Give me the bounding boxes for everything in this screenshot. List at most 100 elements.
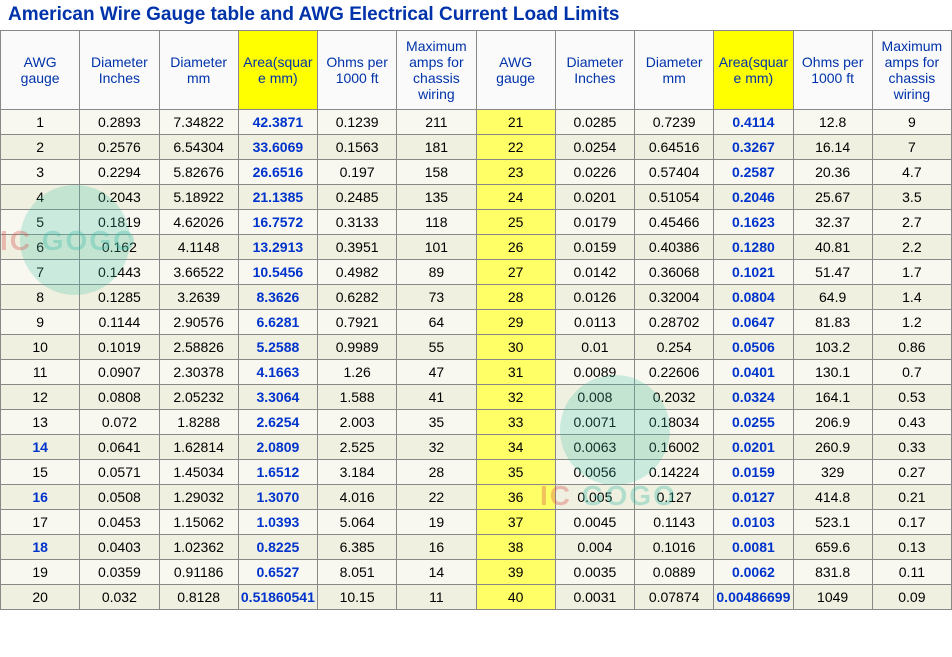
table-cell: 659.6 — [793, 535, 872, 560]
column-header: Diameter mm — [635, 31, 714, 110]
table-cell: 5 — [1, 210, 80, 235]
column-header: Maximum amps for chassis wiring — [872, 31, 951, 110]
table-cell: 1.6512 — [238, 460, 317, 485]
table-cell: 0.6527 — [238, 560, 317, 585]
table-cell: 2.90576 — [159, 310, 238, 335]
table-cell: 0.18034 — [635, 410, 714, 435]
table-cell: 211 — [397, 110, 476, 135]
table-cell: 101 — [397, 235, 476, 260]
table-cell: 0.0254 — [555, 135, 634, 160]
table-row: 150.05711.450341.65123.18428350.00560.14… — [1, 460, 952, 485]
column-header: Area(square mm) — [238, 31, 317, 110]
table-cell: 0.1021 — [714, 260, 793, 285]
table-cell: 42.3871 — [238, 110, 317, 135]
table-cell: 28 — [397, 460, 476, 485]
table-cell: 0.005 — [555, 485, 634, 510]
table-cell: 0.0089 — [555, 360, 634, 385]
table-cell: 12.8 — [793, 110, 872, 135]
table-cell: 10.15 — [318, 585, 397, 610]
table-cell: 13.2913 — [238, 235, 317, 260]
table-row: 40.20435.1892221.13850.2485135240.02010.… — [1, 185, 952, 210]
table-cell: 2.2 — [872, 235, 951, 260]
table-cell: 0.0035 — [555, 560, 634, 585]
table-cell: 0.0126 — [555, 285, 634, 310]
table-cell: 2.0809 — [238, 435, 317, 460]
table-row: 200.0320.81280.5186054110.1511400.00310.… — [1, 585, 952, 610]
table-cell: 0.53 — [872, 385, 951, 410]
table-cell: 7 — [1, 260, 80, 285]
table-cell: 0.1819 — [80, 210, 159, 235]
table-cell: 0.13 — [872, 535, 951, 560]
table-cell: 0.9989 — [318, 335, 397, 360]
table-cell: 0.1280 — [714, 235, 793, 260]
table-cell: 6.385 — [318, 535, 397, 560]
table-cell: 7.34822 — [159, 110, 238, 135]
table-row: 140.06411.628142.08092.52532340.00630.16… — [1, 435, 952, 460]
table-cell: 0.0159 — [714, 460, 793, 485]
table-cell: 41 — [397, 385, 476, 410]
table-cell: 11 — [397, 585, 476, 610]
table-cell: 26 — [476, 235, 555, 260]
table-cell: 0.0159 — [555, 235, 634, 260]
table-cell: 16 — [397, 535, 476, 560]
table-cell: 4.1148 — [159, 235, 238, 260]
table-cell: 0.36068 — [635, 260, 714, 285]
table-cell: 0.2587 — [714, 160, 793, 185]
table-cell: 3.5 — [872, 185, 951, 210]
table-cell: 36 — [476, 485, 555, 510]
table-cell: 181 — [397, 135, 476, 160]
table-cell: 0.14224 — [635, 460, 714, 485]
table-cell: 0.22606 — [635, 360, 714, 385]
table-cell: 1.3070 — [238, 485, 317, 510]
table-cell: 0.07874 — [635, 585, 714, 610]
table-cell: 89 — [397, 260, 476, 285]
table-cell: 32 — [397, 435, 476, 460]
table-cell: 40.81 — [793, 235, 872, 260]
table-cell: 135 — [397, 185, 476, 210]
table-row: 120.08082.052323.30641.58841320.0080.203… — [1, 385, 952, 410]
table-cell: 0.0179 — [555, 210, 634, 235]
table-cell: 0.32004 — [635, 285, 714, 310]
table-cell: 118 — [397, 210, 476, 235]
table-cell: 0.3951 — [318, 235, 397, 260]
table-cell: 414.8 — [793, 485, 872, 510]
table-cell: 5.2588 — [238, 335, 317, 360]
table-cell: 0.3267 — [714, 135, 793, 160]
table-cell: 0.2576 — [80, 135, 159, 160]
table-row: 50.18194.6202616.75720.3133118250.01790.… — [1, 210, 952, 235]
table-cell: 0.11 — [872, 560, 951, 585]
table-cell: 11 — [1, 360, 80, 385]
table-cell: 0.27 — [872, 460, 951, 485]
table-cell: 0.0647 — [714, 310, 793, 335]
table-cell: 0.0142 — [555, 260, 634, 285]
table-cell: 0.0506 — [714, 335, 793, 360]
table-cell: 0.032 — [80, 585, 159, 610]
table-cell: 260.9 — [793, 435, 872, 460]
table-cell: 1.29032 — [159, 485, 238, 510]
table-cell: 1.4 — [872, 285, 951, 310]
table-cell: 1.8288 — [159, 410, 238, 435]
table-cell: 0.21 — [872, 485, 951, 510]
table-cell: 20 — [1, 585, 80, 610]
table-cell: 15 — [1, 460, 80, 485]
table-cell: 0.43 — [872, 410, 951, 435]
column-header: Ohms per 1000 ft — [318, 31, 397, 110]
table-cell: 0.0103 — [714, 510, 793, 535]
table-cell: 0.4114 — [714, 110, 793, 135]
table-cell: 8 — [1, 285, 80, 310]
table-cell: 31 — [476, 360, 555, 385]
table-cell: 0.0571 — [80, 460, 159, 485]
table-row: 170.04531.150621.03935.06419370.00450.11… — [1, 510, 952, 535]
table-cell: 55 — [397, 335, 476, 360]
table-cell: 0.00486699 — [714, 585, 793, 610]
table-cell: 0.2032 — [635, 385, 714, 410]
table-cell: 0.0063 — [555, 435, 634, 460]
table-cell: 22 — [397, 485, 476, 510]
table-row: 190.03590.911860.65278.05114390.00350.08… — [1, 560, 952, 585]
table-cell: 0.1143 — [635, 510, 714, 535]
table-cell: 16.14 — [793, 135, 872, 160]
table-cell: 0.1285 — [80, 285, 159, 310]
table-cell: 0.0641 — [80, 435, 159, 460]
table-cell: 4.016 — [318, 485, 397, 510]
table-cell: 0.0031 — [555, 585, 634, 610]
